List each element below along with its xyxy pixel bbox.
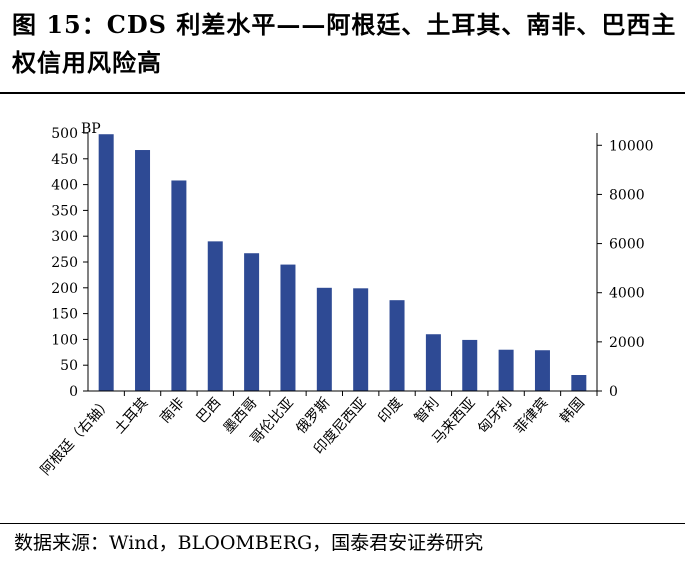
unit-label: BP [81, 121, 101, 137]
category-label: 巴西 [194, 395, 225, 427]
figure-title: 图 15：CDS 利差水平——阿根廷、土耳其、南非、巴西主权信用风险高 [12, 10, 677, 77]
bar [171, 180, 187, 391]
category-label: 韩国 [557, 395, 588, 427]
category-label: 智利 [412, 395, 443, 427]
title-divider [0, 92, 685, 94]
left-tick-label: 50 [60, 358, 78, 374]
bar [462, 339, 478, 391]
bar [534, 350, 550, 391]
right-tick-label: 6000 [609, 237, 645, 253]
bar [207, 241, 223, 391]
bar [389, 300, 405, 391]
bar [498, 349, 514, 391]
right-axis-ticks: 0 2000 4000 6000 8000 10000 [597, 138, 654, 400]
right-tick-label: 10000 [609, 138, 654, 154]
bar [244, 253, 260, 391]
left-tick-label: 100 [51, 332, 78, 348]
right-tick-label: 0 [609, 384, 618, 400]
left-tick-label: 300 [51, 229, 78, 245]
cds-spread-bar-chart: 0 50 100 150 200 250 300 350 400 450 500 0 2000 4000… [38, 121, 654, 479]
left-tick-label: 0 [69, 384, 78, 400]
left-tick-label: 150 [51, 307, 78, 323]
right-tick-label: 8000 [609, 187, 645, 203]
left-tick-label: 250 [51, 255, 78, 271]
bar [135, 150, 151, 391]
left-tick-label: 500 [51, 126, 78, 142]
bar [571, 375, 587, 391]
category-label: 土耳其 [112, 395, 152, 437]
category-label: 阿根廷（右轴） [38, 395, 115, 479]
bar [353, 288, 369, 391]
category-label: 南非 [157, 395, 188, 427]
source-divider [0, 523, 685, 524]
left-tick-label: 450 [51, 152, 78, 168]
bar [316, 287, 332, 391]
source-note: 数据来源：Wind，BLOOMBERG，国泰君安证券研究 [14, 532, 484, 554]
left-axis-ticks: 0 50 100 150 200 250 300 350 400 450 500 [51, 126, 88, 400]
bars [98, 134, 587, 391]
right-tick-label: 4000 [609, 286, 645, 302]
category-label: 印度 [375, 395, 406, 427]
bar [425, 334, 441, 391]
category-label: 匈牙利 [475, 395, 515, 437]
left-tick-label: 350 [51, 203, 78, 219]
left-tick-label: 200 [51, 281, 78, 297]
bar [98, 134, 114, 391]
right-tick-label: 2000 [609, 335, 645, 351]
bar [280, 264, 296, 391]
left-tick-label: 400 [51, 178, 78, 194]
category-label: 菲律宾 [511, 395, 551, 437]
